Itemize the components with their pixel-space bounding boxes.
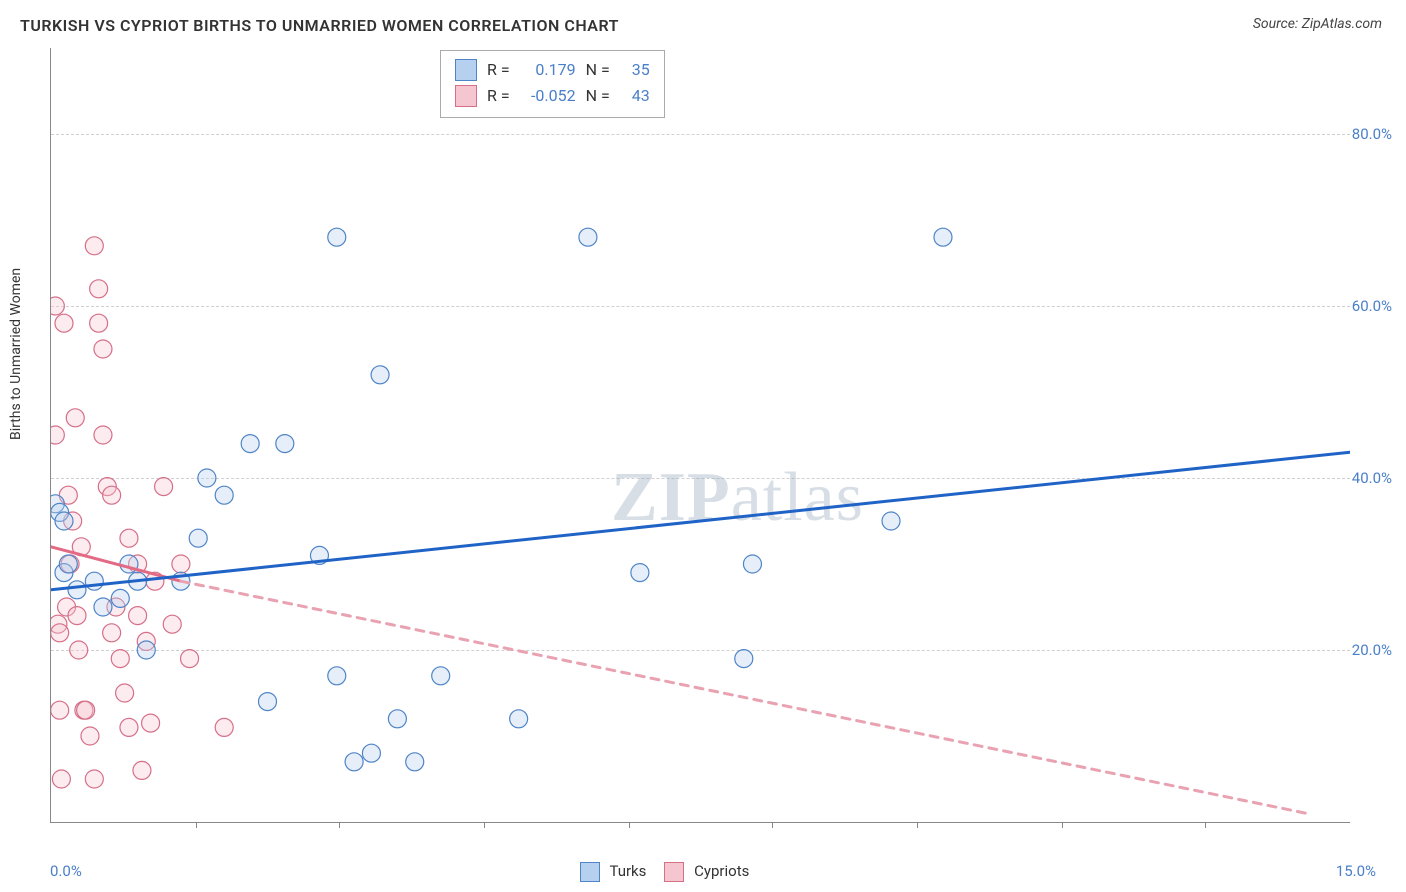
legend-label-turks: Turks [609, 862, 646, 880]
source-attribution: Source: ZipAtlas.com [1253, 16, 1382, 32]
x-tick-label: 15.0% [1336, 862, 1376, 880]
legend-item-turks: Turks [580, 862, 646, 882]
y-tick-label: 60.0% [1352, 297, 1392, 315]
y-axis-title: Births to Unmarried Women [8, 268, 24, 440]
chart-title: TURKISH VS CYPRIOT BIRTHS TO UNMARRIED W… [20, 16, 619, 35]
legend-swatch-cypriots [664, 862, 684, 882]
legend-item-cypriots: Cypriots [664, 862, 749, 882]
chart-container: TURKISH VS CYPRIOT BIRTHS TO UNMARRIED W… [0, 0, 1406, 892]
stats-n-cypriots: 43 [620, 83, 650, 109]
stats-r-turks: 0.179 [520, 57, 576, 83]
stats-n-label: N = [586, 57, 610, 83]
y-tick-label: 20.0% [1352, 641, 1392, 659]
series-legend: Turks Cypriots [580, 862, 749, 882]
stats-n-label: N = [586, 83, 610, 109]
stats-row-turks: R = 0.179 N = 35 [455, 57, 650, 83]
stats-swatch-cypriots [455, 85, 477, 107]
y-tick-label: 40.0% [1352, 469, 1392, 487]
y-tick-label: 80.0% [1352, 125, 1392, 143]
stats-n-turks: 35 [620, 57, 650, 83]
legend-label-cypriots: Cypriots [694, 862, 749, 880]
stats-r-label: R = [487, 83, 510, 109]
stats-legend: R = 0.179 N = 35 R = -0.052 N = 43 [440, 50, 665, 118]
stats-row-cypriots: R = -0.052 N = 43 [455, 83, 650, 109]
x-tick-label: 0.0% [50, 862, 82, 880]
watermark: ZIPatlas [611, 458, 864, 538]
stats-r-label: R = [487, 57, 510, 83]
plot-area: ZIPatlas [50, 48, 1350, 823]
stats-r-cypriots: -0.052 [520, 83, 576, 109]
legend-swatch-turks [580, 862, 600, 882]
chart-svg [51, 48, 1350, 822]
stats-swatch-turks [455, 59, 477, 81]
